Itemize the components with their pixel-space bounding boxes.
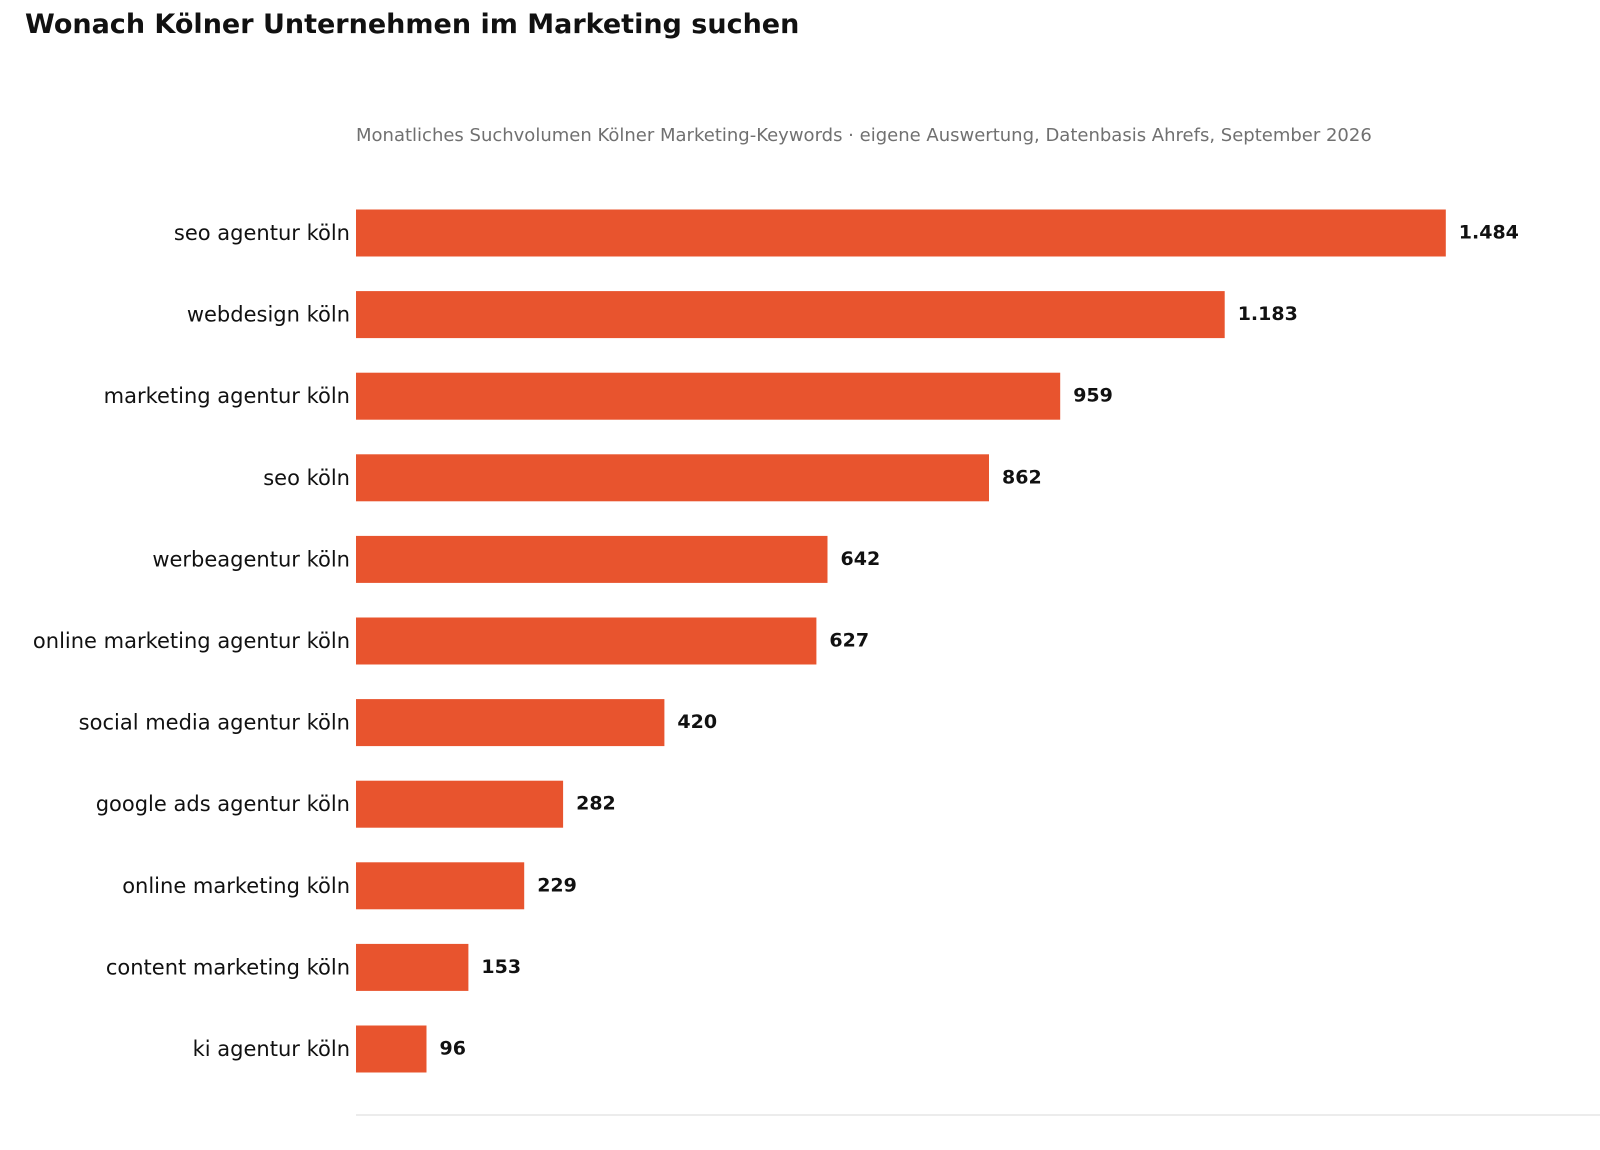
bars-layer [356,209,1446,1073]
bar [356,862,525,910]
category-label: ki agentur köln [193,1037,350,1061]
bar [356,943,469,991]
value-label: 959 [1073,385,1113,407]
bar [356,535,828,583]
category-label: seo agentur köln [174,221,350,245]
category-label: webdesign köln [187,303,350,327]
category-label: seo köln [263,466,350,490]
category-label: content marketing köln [106,955,350,979]
category-label: marketing agentur köln [104,384,350,408]
bar [356,372,1061,420]
value-label: 96 [440,1038,466,1060]
bar [356,1025,427,1073]
value-label: 153 [481,956,521,978]
category-label: social media agentur köln [79,711,350,735]
category-labels: seo agentur köln webdesign köln marketing … [33,221,350,1061]
bar [356,617,817,665]
value-label: 642 [841,548,881,570]
value-label: 627 [829,630,869,652]
value-label: 1.484 [1459,222,1519,244]
value-label: 1.183 [1238,303,1298,325]
chart-subtitle: Monatliches Suchvolumen Kölner Marketing… [356,125,1372,146]
bar [356,454,989,502]
value-label: 862 [1002,466,1042,488]
bar [356,699,665,747]
category-label: werbeagentur köln [152,547,350,571]
bar [356,209,1446,257]
value-label: 420 [677,711,717,733]
category-label: online marketing agentur köln [33,629,350,653]
value-label: 282 [576,793,616,815]
category-label: online marketing köln [122,874,350,898]
bar [356,291,1225,339]
value-labels: 1.484 1.183 959 862 642 627 420 282 229 153 96 [440,222,1519,1060]
value-label: 229 [537,874,577,896]
category-label: google ads agentur köln [96,792,350,816]
bar [356,780,564,828]
chart-title: Wonach Kölner Unternehmen im Marketing s… [25,9,800,40]
